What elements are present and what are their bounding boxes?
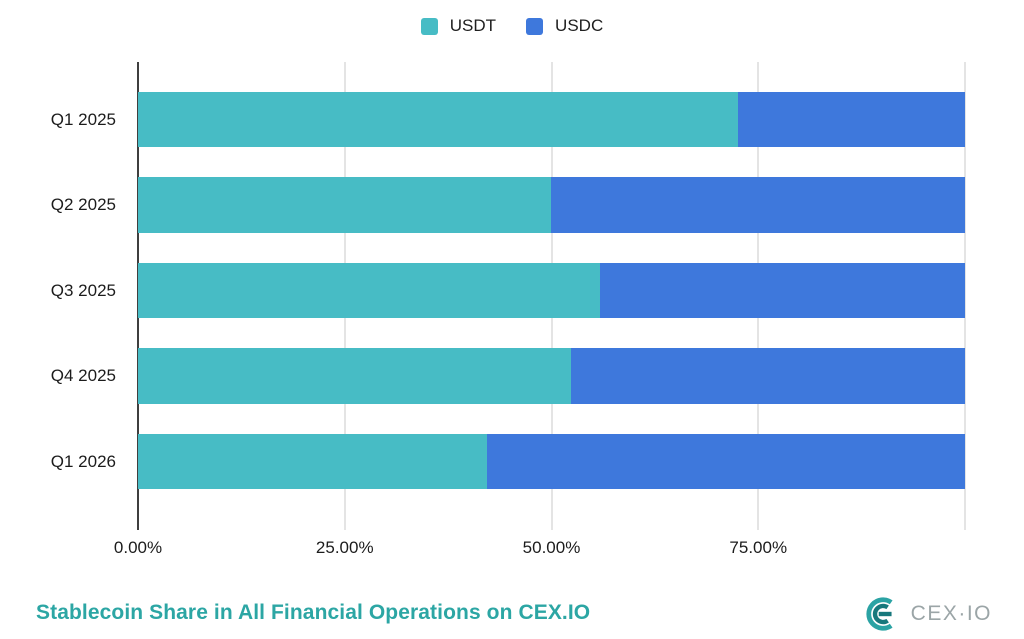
y-axis-label-q1-2026: Q1 2026	[50, 451, 116, 471]
x-axis-label-25: 25.00%	[315, 538, 374, 557]
bar-segment-usdt	[138, 177, 551, 233]
bar-segment-usdt	[138, 348, 572, 404]
bar-segment-usdc	[571, 348, 965, 404]
bar-segment-usdt	[138, 433, 487, 490]
x-axis-label-0: 0.00%	[113, 538, 163, 557]
bar-segment-usdt	[138, 262, 601, 319]
chart-title: Stablecoin Share in All Financial Operat…	[36, 601, 591, 624]
bar-q4-2025	[138, 348, 965, 404]
bar-segment-usdt	[138, 91, 739, 148]
cexio-logo: CEX·IO	[864, 595, 992, 633]
y-axis-label-q2-2025: Q2 2025	[50, 195, 116, 214]
bar-segment-usdc	[550, 177, 965, 233]
legend: USDT USDC	[0, 16, 1024, 36]
bar-q1-2025	[138, 91, 965, 148]
bar-segment-usdc	[600, 262, 965, 319]
bar-segment-usdc	[486, 433, 965, 490]
y-axis-labels: Q1 2025 Q2 2025 Q3 2025 Q4 2025 Q1 2026	[0, 62, 126, 530]
bar-q2-2025	[138, 177, 965, 233]
cexio-logo-icon	[864, 595, 902, 633]
x-axis-label-75: 75.00%	[729, 538, 788, 557]
y-axis-label-q3-2025: Q3 2025	[50, 280, 116, 300]
bar-segment-usdc	[738, 91, 965, 148]
bar-q1-2026	[138, 433, 965, 490]
legend-item-usdt: USDT	[420, 16, 497, 36]
y-axis-label-q1-2025: Q1 2025	[50, 109, 116, 129]
x-axis-label-50: 50.00%	[522, 538, 581, 557]
legend-swatch-usdc	[526, 17, 544, 35]
legend-label: USDT	[449, 16, 497, 35]
plot-area	[137, 62, 966, 530]
y-axis-label-q4-2025: Q4 2025	[50, 366, 116, 385]
legend-swatch-usdt	[420, 17, 438, 35]
cexio-logo-text: CEX·IO	[910, 602, 992, 625]
gridline-100	[964, 62, 966, 530]
bar-q3-2025	[138, 262, 965, 319]
x-axis-labels: 0.00% 25.00% 50.00% 75.00%	[114, 538, 965, 560]
legend-label: USDC	[555, 16, 604, 35]
legend-item-usdc: USDC	[526, 16, 603, 36]
